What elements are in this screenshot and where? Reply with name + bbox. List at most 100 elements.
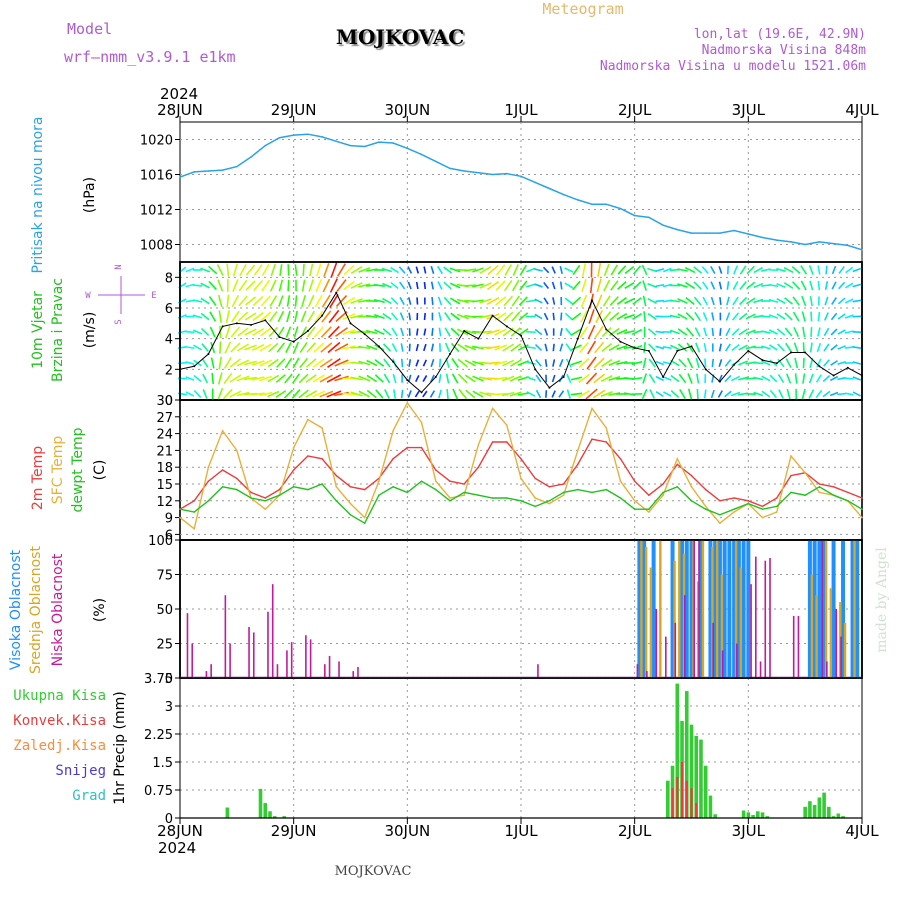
wind-arrow — [314, 294, 323, 308]
wind-arrow — [350, 298, 363, 304]
wind-arrow — [358, 375, 371, 382]
temp-series-point-1 — [704, 505, 707, 508]
cloud-bar-0 — [736, 540, 741, 678]
wind-arrow — [702, 281, 709, 290]
cloud-bar-1 — [720, 574, 724, 678]
wind-arrow — [595, 294, 603, 308]
cloud-bar-2 — [210, 664, 212, 678]
cloud-bar-2 — [248, 626, 250, 678]
temp-series-point-2 — [392, 486, 394, 488]
wind-arrow — [571, 296, 582, 306]
pressure-ytick-label: 1016 — [140, 169, 173, 184]
wind-arrow — [702, 296, 709, 306]
temp-series-point-2 — [434, 488, 437, 491]
wind-arrow — [472, 299, 484, 303]
wind-arrow — [745, 392, 756, 396]
wind-arrow — [479, 282, 492, 289]
wind-arrow — [399, 281, 406, 290]
cloud-bar-2 — [655, 609, 658, 678]
wind-arrow — [745, 345, 756, 350]
wind-arrow — [581, 279, 587, 292]
wind-arrow — [210, 342, 216, 353]
wind-arrow — [739, 265, 747, 275]
wind-arrow — [703, 389, 707, 399]
wind-arrow — [390, 297, 399, 305]
wind-speed-point — [591, 299, 594, 302]
temp-series-point-2 — [335, 500, 338, 502]
cloud-bar-0 — [717, 540, 722, 678]
cloud-bar-2 — [646, 671, 648, 678]
wind-arrow — [259, 343, 272, 352]
wind-arrow — [710, 281, 716, 290]
bottom-xtick-label: 30JUN — [384, 822, 430, 840]
wind-arrow — [551, 374, 556, 383]
wind-arrow — [267, 390, 280, 398]
wind-arrow — [430, 266, 435, 274]
wind-arrow — [399, 296, 405, 306]
cloud-bar-2 — [324, 664, 326, 678]
temp-series-point-0 — [406, 446, 409, 449]
cloud-bar-2 — [759, 661, 762, 678]
temperature-ytick-label: 6 — [165, 528, 173, 543]
temp-series-point-0 — [534, 477, 537, 480]
wind-arrow — [252, 295, 264, 307]
wind-arrow — [792, 296, 800, 306]
pressure-ytick-label: 1012 — [140, 204, 173, 219]
cloud-bar-2 — [797, 615, 800, 678]
temp-series-point-0 — [832, 486, 835, 488]
wind-arrow — [423, 328, 427, 336]
wind-arrow — [443, 266, 453, 274]
wind-arrow — [501, 391, 515, 397]
wind-arrow — [837, 360, 846, 366]
cloud-bar-2 — [764, 560, 767, 678]
wind-arrow — [287, 279, 290, 292]
wind-arrow — [776, 313, 786, 320]
wind-arrow — [383, 373, 391, 384]
wind-speed-point — [278, 336, 281, 339]
wind-arrow — [823, 343, 830, 352]
wind-arrow — [592, 389, 606, 399]
wind-arrow — [609, 296, 619, 306]
wind-arrow — [430, 359, 435, 367]
cloud-bar-2 — [674, 622, 677, 678]
wind-arrow — [464, 374, 476, 383]
wind-arrow — [623, 329, 635, 335]
wind-arrow — [314, 310, 324, 323]
wind-arrow — [544, 328, 549, 336]
wind-arrow — [337, 263, 346, 277]
wind-arrow — [321, 310, 332, 323]
high-cloud-label: Visoka Oblacnost — [8, 549, 24, 670]
wind-arrow — [802, 357, 805, 369]
wind-arrow — [844, 282, 854, 289]
wind-arrow — [276, 358, 286, 368]
wind-speed-point — [747, 349, 750, 352]
wind-arrow — [526, 330, 536, 334]
wind-arrow — [777, 343, 785, 352]
wind-arrow — [608, 343, 620, 352]
temp-series-point-2 — [406, 491, 409, 494]
wind-arrow — [643, 311, 646, 322]
pressure-point — [491, 173, 494, 176]
wind-arrow — [517, 344, 529, 351]
wind-arrow — [649, 389, 656, 399]
precip-bar-0 — [675, 683, 680, 818]
temp-series-point-0 — [577, 463, 579, 466]
temp-series-point-1 — [292, 446, 295, 449]
wind-arrow — [305, 374, 317, 383]
pressure-point — [633, 214, 636, 217]
wind-arrow — [632, 312, 643, 321]
temp-series-point-1 — [363, 516, 366, 519]
wind-arrow — [632, 297, 642, 305]
temp-series-point-2 — [505, 497, 508, 499]
pressure-point — [420, 153, 423, 156]
wind-arrow — [589, 277, 594, 294]
wind-arrow — [232, 263, 238, 277]
wind-arrow — [724, 390, 732, 398]
temp-series-point-2 — [534, 505, 537, 508]
cloud-bar-2 — [835, 609, 838, 678]
pressure-point — [761, 236, 764, 239]
hail-label: Grad — [72, 788, 106, 804]
wind-arrow — [451, 358, 459, 368]
wind-arrow — [286, 310, 291, 323]
cloud-ytick-label: 75 — [156, 569, 173, 584]
